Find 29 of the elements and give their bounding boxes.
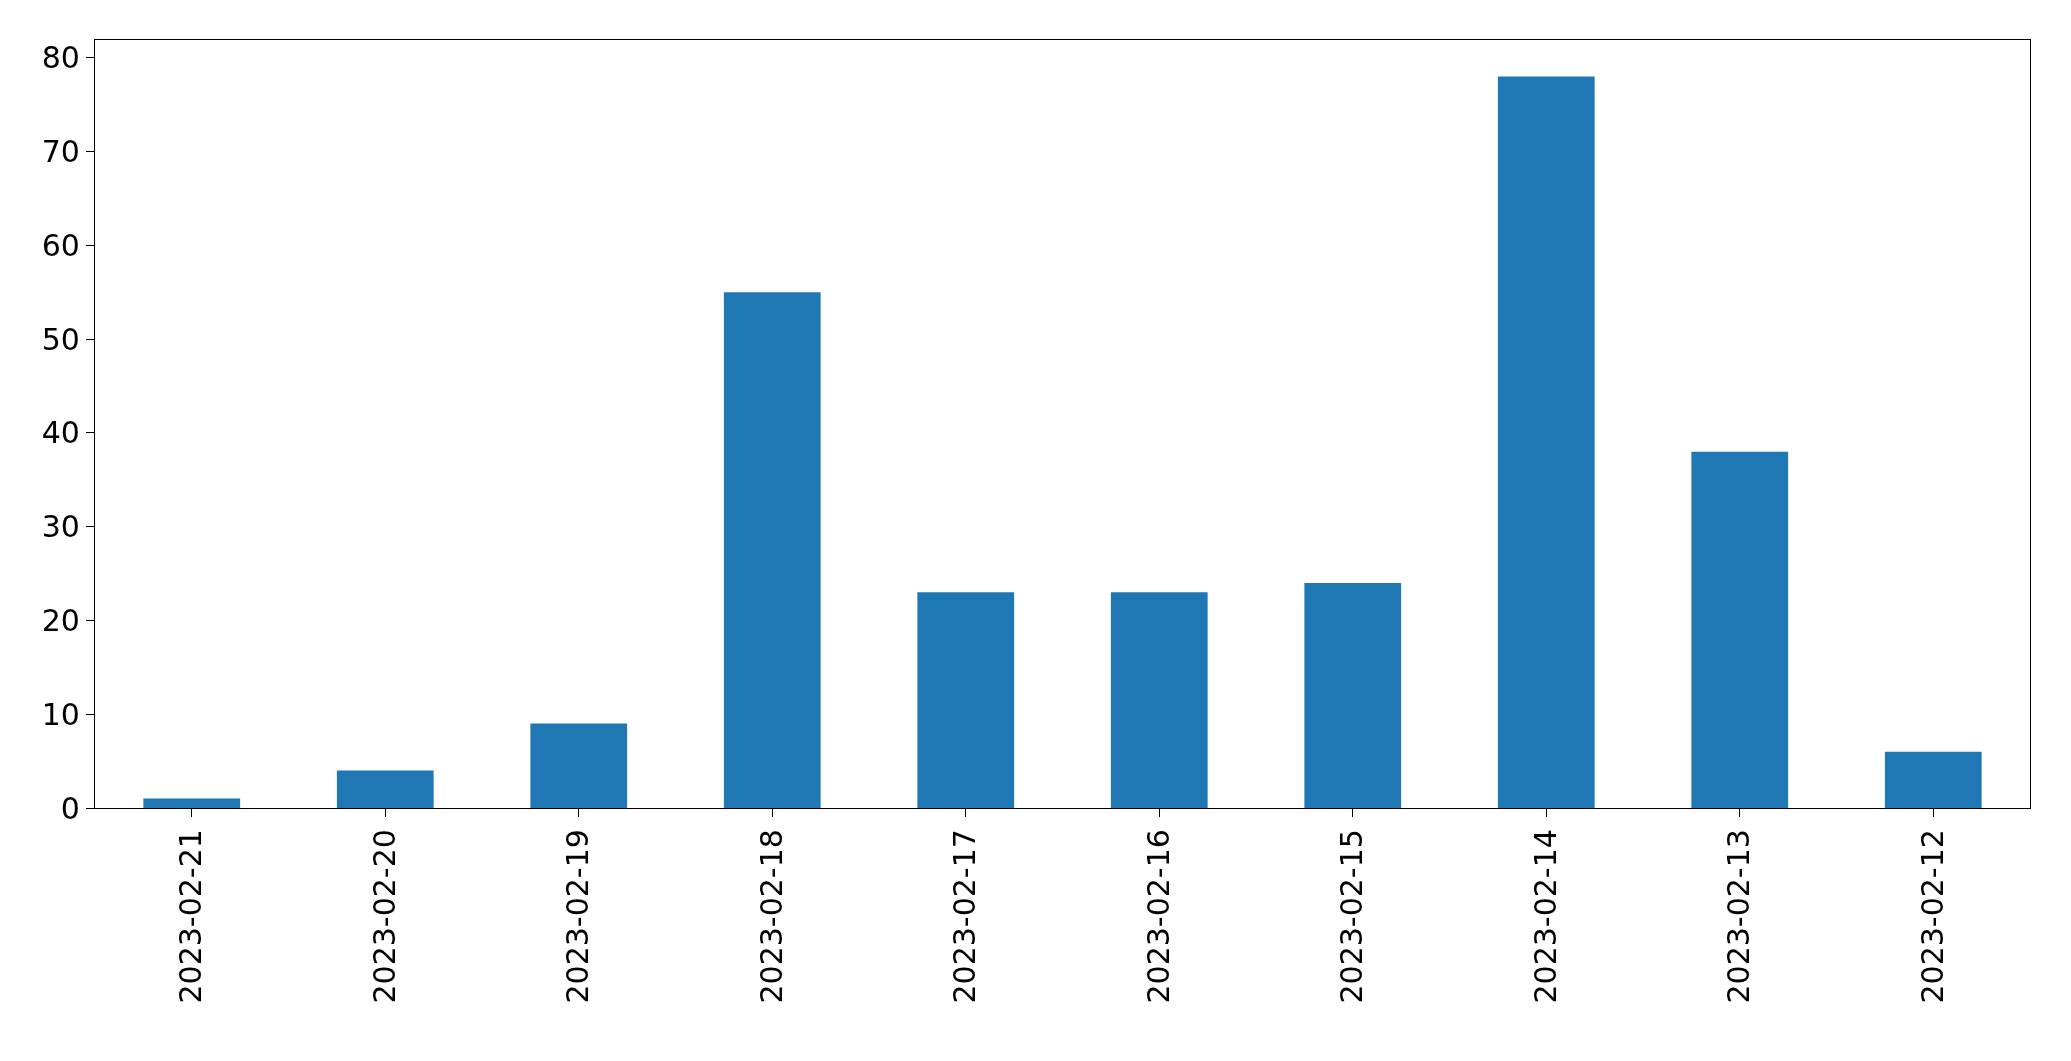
x-tick-label: 2023-02-16 [1141,829,1176,1004]
bar [336,770,434,808]
x-tick-label: 2023-02-17 [947,829,983,1004]
bar [1691,451,1789,808]
bar [1884,751,1982,808]
x-tick-label: 2023-02-20 [367,829,402,1004]
x-tick-label: 2023-02-21 [173,829,209,1004]
x-tick-label: 2023-02-19 [560,829,596,1004]
y-tick-label: 70 [41,134,80,170]
y-tick-label: 50 [41,321,80,357]
bar [917,592,1015,808]
x-tick-label: 2023-02-12 [1915,829,1950,1004]
y-tick-label: 60 [41,227,80,263]
y-tick-label: 80 [41,40,80,76]
y-tick-label: 20 [41,602,80,638]
y-tick-label: 40 [41,415,80,451]
x-tick-label: 2023-02-15 [1334,829,1370,1004]
bar [1110,592,1208,808]
x-tick-label: 2023-02-18 [754,829,789,1004]
y-tick-label: 10 [41,696,80,732]
bar [1304,582,1402,808]
y-tick-label: 30 [41,509,80,545]
bar [1497,76,1595,808]
y-tick-label: 0 [60,790,80,826]
bar [530,723,628,808]
bar [723,292,821,808]
x-tick-label: 2023-02-14 [1528,829,1563,1004]
x-tick-label: 2023-02-13 [1721,829,1757,1004]
bar [143,798,241,808]
